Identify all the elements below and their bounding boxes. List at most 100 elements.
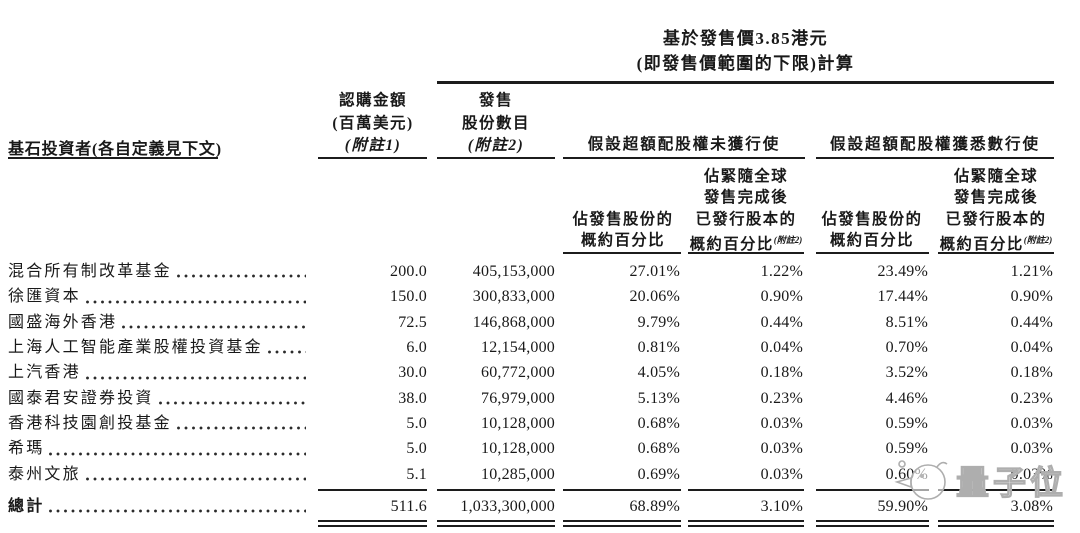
total-capital-pct-full-exercise: 3.08% (1010, 498, 1053, 515)
dot-leader (158, 401, 306, 406)
subscription-amount: 5.0 (406, 440, 427, 458)
offer-pct-no-exercise: 27.01% (629, 263, 680, 280)
offer-shares: 60,772,000 (481, 364, 555, 382)
offer-shares: 10,128,000 (481, 440, 555, 458)
investor-name-cell: 上海人工智能產業股權投資基金 (8, 335, 310, 360)
offer-pct-full-exercise: 17.44% (877, 288, 928, 306)
offer-pct-line1: 佔發售股份的 (821, 211, 923, 228)
investor-header-rule (8, 157, 218, 159)
total-label: 總計 (8, 498, 45, 515)
pre-total-rule (688, 489, 804, 491)
table-row: 香港科技園創投基金 5.0 10,128,000 0.68% 0.03% 0.5… (8, 411, 1057, 436)
shares-header-note: (附註2) (467, 137, 525, 154)
subcol-rule-a2 (688, 252, 804, 254)
subscription-amount: 5.1 (406, 465, 427, 483)
group1-header-rule (563, 157, 805, 159)
dot-leader (85, 375, 306, 380)
subheader-offer-pct-no-exercise: 佔發售股份的 概約百分比 (548, 209, 698, 252)
subscription-header-note: (附註1) (344, 137, 402, 154)
capital-pct-no-exercise: 0.04% (760, 339, 803, 357)
dot-leader (49, 509, 306, 513)
investor-name: 徐匯資本 (8, 288, 81, 306)
capital-pct-line4-text: 概約百分比 (939, 235, 1024, 253)
capital-pct-no-exercise: 0.03% (760, 465, 803, 483)
subscription-amount: 30.0 (398, 364, 427, 382)
total-label-cell: 總計 (8, 494, 310, 519)
capital-pct-no-exercise: 0.03% (760, 415, 803, 433)
subscription-amount: 6.0 (406, 339, 427, 357)
capital-pct-full-exercise: 1.21% (1010, 263, 1053, 280)
qbitai-watermark: 量子位 (890, 453, 1067, 507)
dot-leader (122, 325, 306, 330)
capital-pct-no-exercise: 0.23% (760, 389, 803, 407)
investor-name-cell: 上汽香港 (8, 360, 310, 385)
subscription-amount: 150.0 (390, 288, 427, 306)
table-body: 混合所有制改革基金 200.0 405,153,000 27.01% 1.22%… (8, 259, 1057, 487)
total-subscription-amount: 511.6 (390, 498, 427, 515)
capital-pct-line4-text: 概約百分比 (689, 235, 774, 253)
offer-shares: 10,285,000 (481, 465, 555, 483)
offer-pct-no-exercise: 0.68% (637, 440, 680, 458)
investor-name: 國盛海外香港 (8, 313, 118, 331)
offer-shares-column-header: 發售 股份數目 (附註2) (421, 90, 571, 158)
table-row: 徐匯資本 150.0 300,833,000 20.06% 0.90% 17.4… (8, 284, 1057, 309)
capital-pct-no-exercise: 0.90% (760, 288, 803, 306)
investor-name-cell: 香港科技園創投基金 (8, 411, 310, 436)
table-row: 上汽香港 30.0 60,772,000 4.05% 0.18% 3.52% 0… (8, 360, 1057, 385)
capital-pct-no-exercise: 0.03% (760, 440, 803, 458)
total-offer-pct-no-exercise: 68.89% (629, 498, 680, 515)
shares-header-line1: 發售 (478, 92, 513, 109)
investor-name: 國泰君安證券投資 (8, 389, 154, 407)
offer-price-line2: (即發售價範圍的下限)計算 (636, 54, 855, 73)
offer-pct-full-exercise: 0.70% (885, 339, 928, 357)
total-double-rule (688, 520, 804, 527)
offer-shares: 146,868,000 (472, 313, 555, 331)
offer-pct-full-exercise: 8.51% (885, 313, 928, 331)
total-offer-pct-full-exercise: 59.90% (877, 498, 928, 515)
offer-shares: 405,153,000 (472, 263, 555, 280)
group-header-no-exercise: 假設超額配股權未獲行使 (587, 136, 781, 153)
offer-pct-no-exercise: 5.13% (637, 389, 680, 407)
investor-name: 泰州文旅 (8, 465, 81, 483)
investor-name: 上汽香港 (8, 364, 81, 382)
subscription-amount: 200.0 (390, 263, 427, 280)
offer-pct-full-exercise: 0.59% (885, 440, 928, 458)
investor-name: 上海人工智能產業股權投資基金 (8, 339, 263, 357)
capital-pct-note-superscript: (附註2) (773, 234, 803, 245)
offer-shares: 76,979,000 (481, 389, 555, 407)
offer-pct-full-exercise: 23.49% (877, 263, 928, 280)
offer-pct-line1: 佔發售股份的 (572, 211, 674, 228)
dot-leader (49, 451, 306, 456)
offer-shares: 12,154,000 (481, 339, 555, 357)
watermark-text: 量子位 (955, 462, 1067, 502)
capital-pct-full-exercise: 0.23% (1010, 389, 1053, 407)
capital-pct-no-exercise: 0.18% (760, 364, 803, 382)
capital-pct-line4: 概約百分比(附註2) (671, 230, 821, 255)
capital-pct-full-exercise: 0.90% (1010, 288, 1053, 306)
capital-pct-line1: 佔緊隨全球 (954, 168, 1038, 185)
total-double-rule (318, 520, 427, 527)
offer-pct-no-exercise: 0.68% (637, 415, 680, 433)
investor-name-cell: 徐匯資本 (8, 284, 310, 309)
subscription-header-line1: 認購金額 (338, 92, 407, 109)
capital-pct-full-exercise: 0.03% (1010, 440, 1053, 458)
offer-pct-no-exercise: 9.79% (637, 313, 680, 331)
offer-shares: 10,128,000 (481, 415, 555, 433)
total-row: 總計 511.6 1,033,300,000 68.89% 3.10% 59.9… (8, 494, 1057, 519)
capital-pct-full-exercise: 0.04% (1010, 339, 1053, 357)
investor-name-cell: 混合所有制改革基金 (8, 259, 310, 284)
subcol-rule-b1 (816, 252, 929, 254)
capital-pct-line2: 發售完成後 (704, 189, 788, 207)
shares-header-line2: 股份數目 (461, 114, 530, 132)
capital-pct-full-exercise: 0.18% (1010, 364, 1053, 382)
capital-pct-note-superscript: (附註2) (1023, 234, 1053, 245)
subheader-capital-pct-full-exercise: 佔緊隨全球 發售完成後 已發行股本的 概約百分比(附註2) (921, 166, 1071, 255)
top-span-rule (437, 81, 1054, 84)
investor-name: 希瑪 (8, 440, 45, 458)
dot-leader (176, 274, 306, 279)
pre-total-rule (816, 489, 929, 491)
capital-pct-no-exercise: 1.22% (760, 263, 803, 280)
group-header-full-exercise: 假設超額配股權獲悉數行使 (829, 136, 1040, 153)
table-row: 國泰君安證券投資 38.0 76,979,000 5.13% 0.23% 4.4… (8, 386, 1057, 411)
